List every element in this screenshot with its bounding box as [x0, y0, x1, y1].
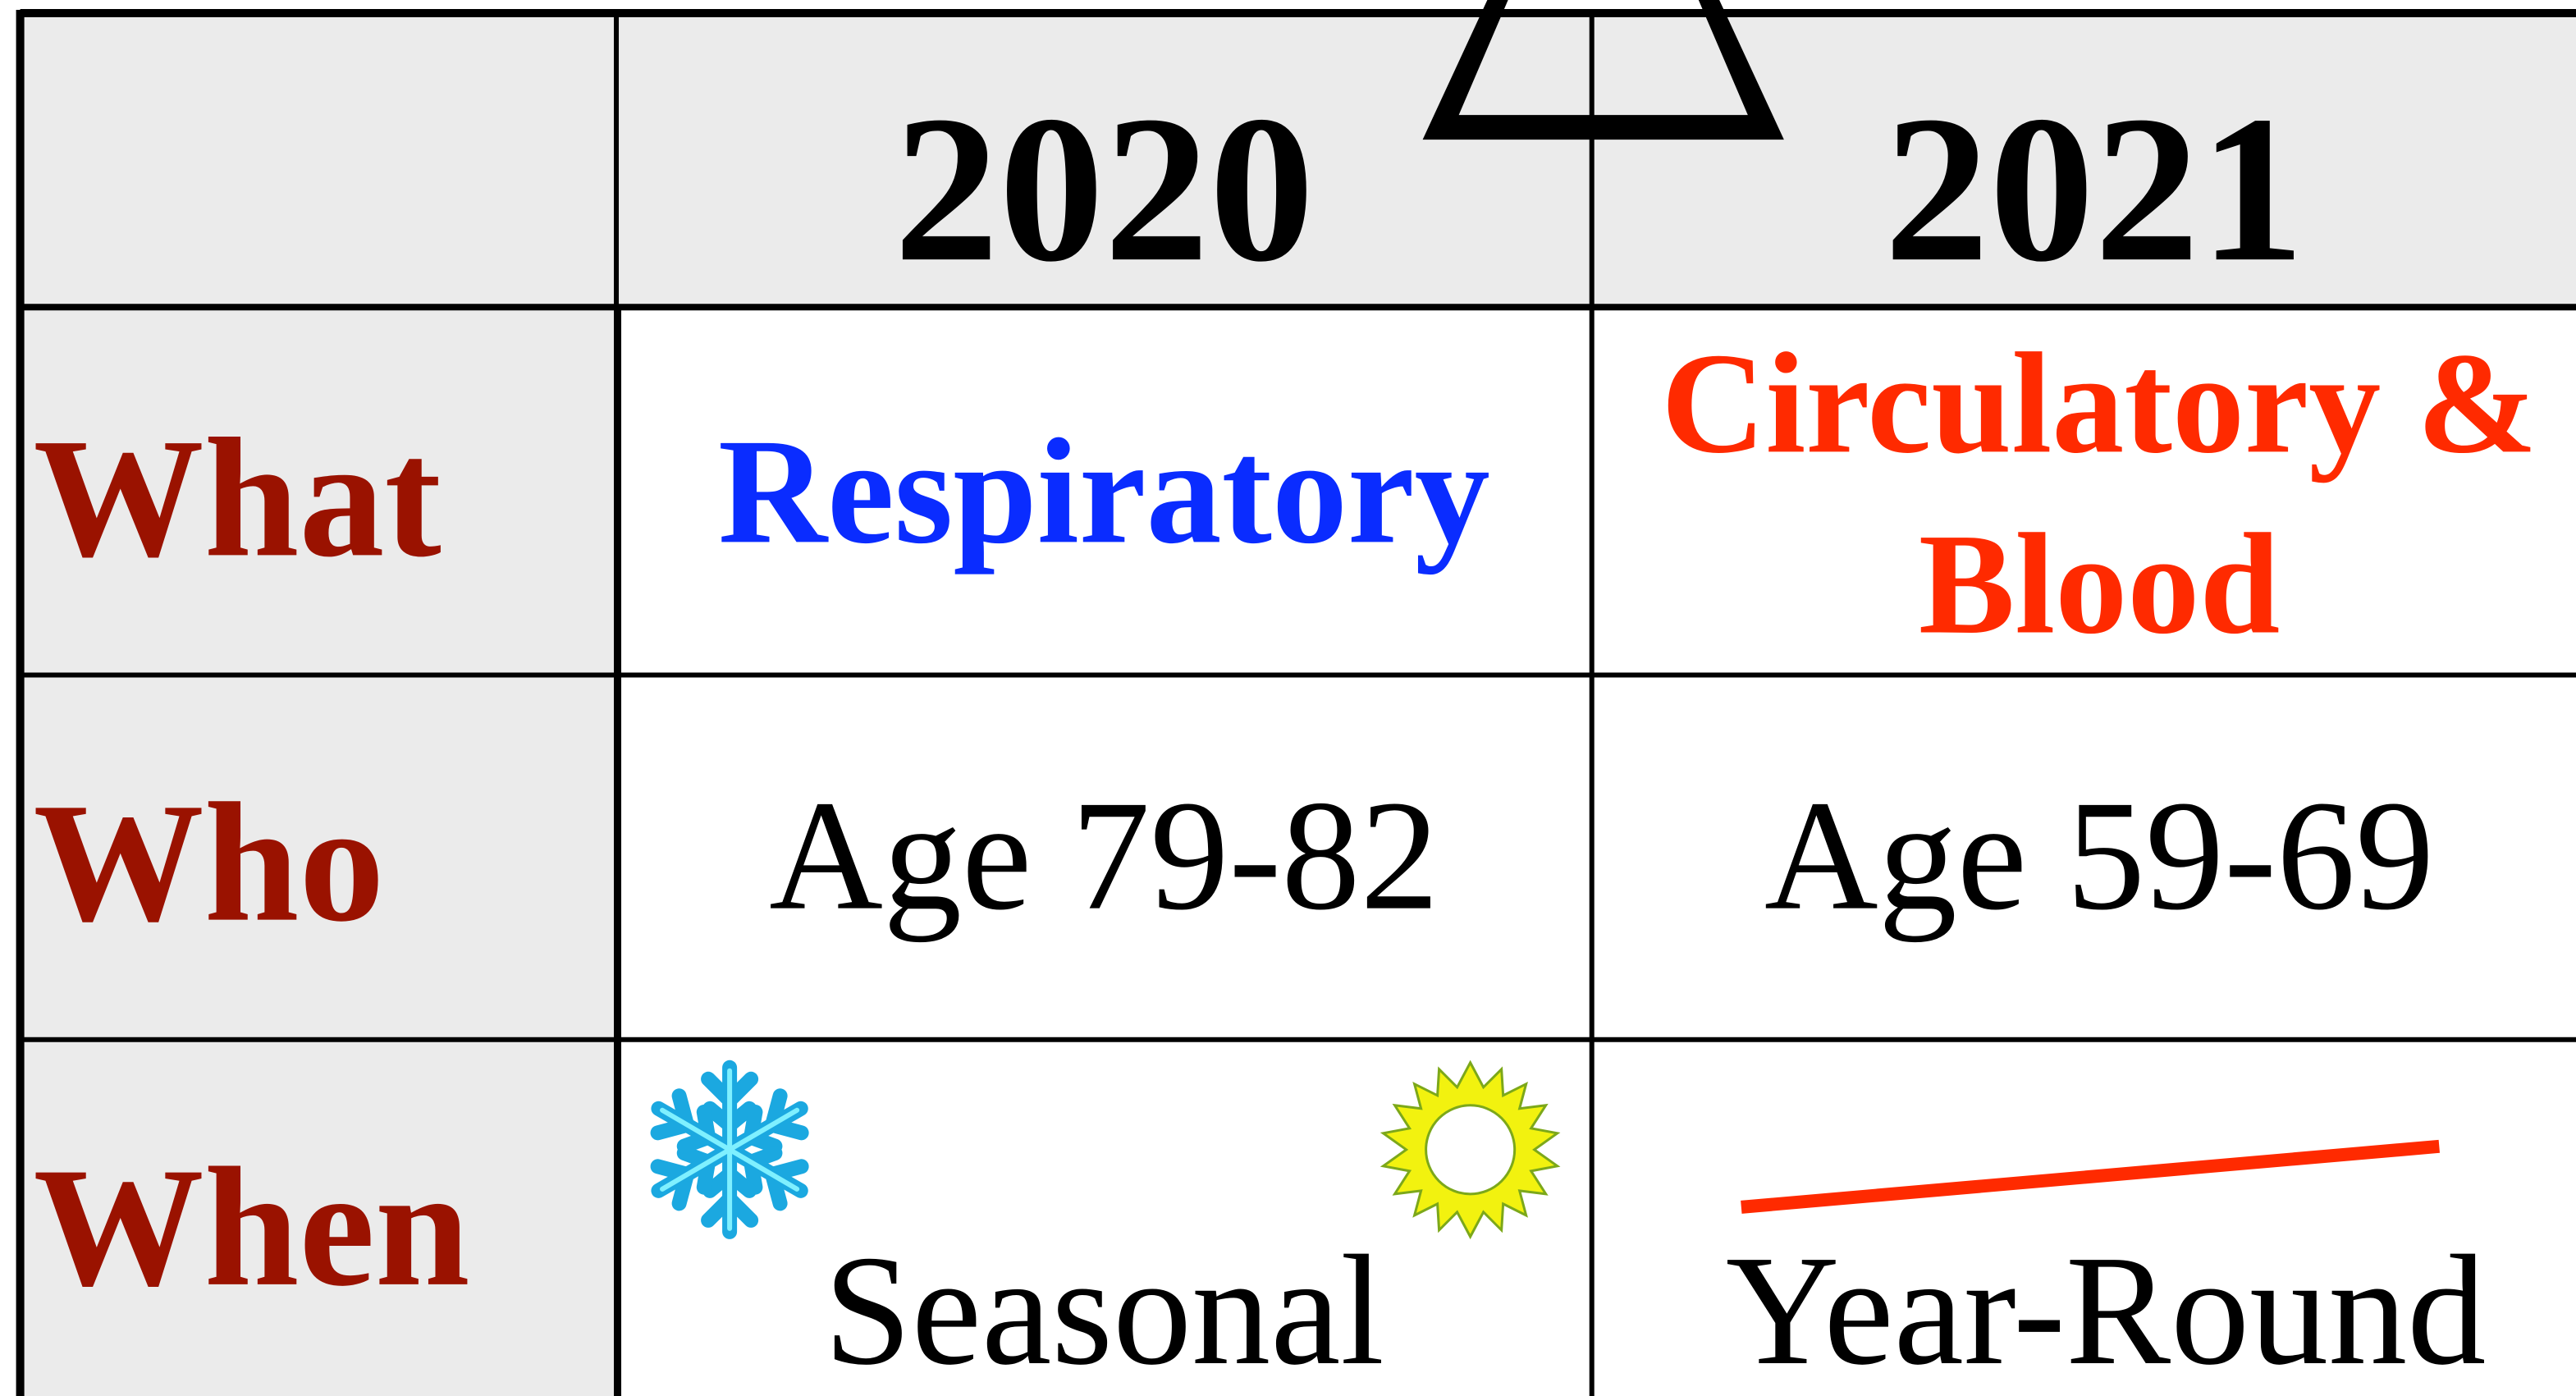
sun-icon — [1380, 1060, 1561, 1240]
snowflake-highlight — [660, 1068, 800, 1231]
cell-text: Year-Round — [1726, 1223, 2487, 1396]
row-label: Who — [34, 769, 385, 958]
cell-text: Blood — [1919, 504, 2280, 664]
row-label: What — [34, 404, 442, 593]
cell-text: Respiratory — [718, 407, 1490, 574]
cell-text: Circulatory & — [1661, 323, 2537, 483]
delta-symbol — [1422, 0, 1784, 140]
label-column-background — [20, 307, 617, 1396]
row-label: When — [34, 1133, 470, 1322]
column-header: 2021 — [1884, 73, 2304, 305]
cell-text: Seasonal — [824, 1223, 1384, 1396]
cell-text: Age 59-69 — [1764, 768, 2434, 943]
cell-text: Age 79-82 — [769, 768, 1439, 943]
column-header: 2020 — [894, 73, 1314, 305]
header-background — [20, 13, 2576, 308]
year-round-line — [1741, 1139, 2441, 1214]
table-grid — [16, 9, 2576, 1396]
